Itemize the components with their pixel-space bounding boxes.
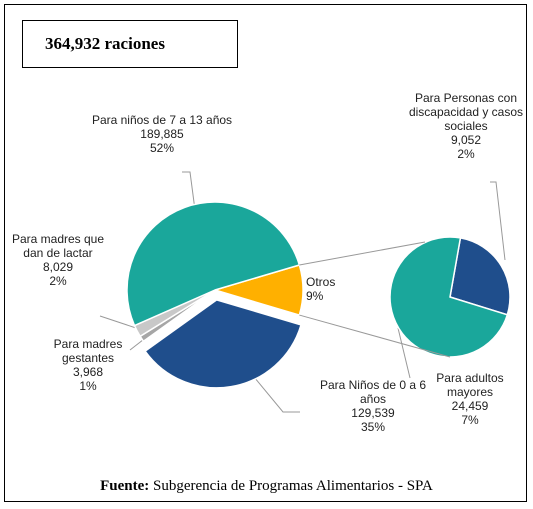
percent-label: 9% <box>306 289 324 303</box>
category-label: Para madres gestantes <box>53 337 123 365</box>
data-label: Para Personas con discapacidad y casos s… <box>401 91 531 161</box>
data-label: Para madres gestantes 3,968 1% <box>43 337 133 393</box>
source-text: Subgerencia de Programas Alimentarios - … <box>153 478 433 494</box>
pie-slice <box>126 201 301 327</box>
value-label: 189,885 <box>140 127 184 141</box>
pie-slice <box>144 299 302 389</box>
percent-label: 1% <box>79 379 97 393</box>
value-label: 24,459 <box>451 399 489 413</box>
category-label: Para Niños de 0 a 6 años <box>319 378 427 406</box>
data-label: Para adultos mayores 24,459 7% <box>425 371 515 427</box>
percent-label: 2% <box>457 147 475 161</box>
percent-label: 35% <box>360 420 386 434</box>
data-label: Para madres que dan de lactar 8,029 2% <box>3 232 113 288</box>
value-label: 3,968 <box>72 365 104 379</box>
value-label: 8,029 <box>42 260 74 274</box>
category-label: Otros <box>306 275 336 289</box>
value-label: 9,052 <box>450 133 482 147</box>
pie-slice <box>389 236 509 358</box>
source-label: Fuente: <box>100 478 150 494</box>
data-label: Otros 9% <box>306 275 356 303</box>
chart-title: 364,932 raciones <box>22 20 238 68</box>
category-label: Para Personas con discapacidad y casos s… <box>408 91 524 133</box>
data-label: Para Niños de 0 a 6 años 129,539 35% <box>308 378 438 434</box>
leader-line <box>397 327 411 379</box>
connector-line <box>299 241 426 266</box>
category-label: Para adultos mayores <box>436 371 504 399</box>
pie-slice <box>449 237 511 316</box>
percent-label: 52% <box>149 141 175 155</box>
percent-label: 7% <box>461 413 479 427</box>
source: Fuente: Subgerencia de Programas Aliment… <box>0 478 533 495</box>
leader-line <box>182 171 196 211</box>
value-label: 129,539 <box>351 406 395 420</box>
leader-line <box>490 181 506 261</box>
percent-label: 2% <box>49 274 67 288</box>
connector-line <box>299 314 451 358</box>
category-label: Para niños de 7 a 13 años <box>91 113 233 127</box>
data-label: Para niños de 7 a 13 años 189,885 52% <box>72 113 252 155</box>
frame <box>4 4 527 502</box>
category-label: Para madres que dan de lactar <box>11 232 105 260</box>
